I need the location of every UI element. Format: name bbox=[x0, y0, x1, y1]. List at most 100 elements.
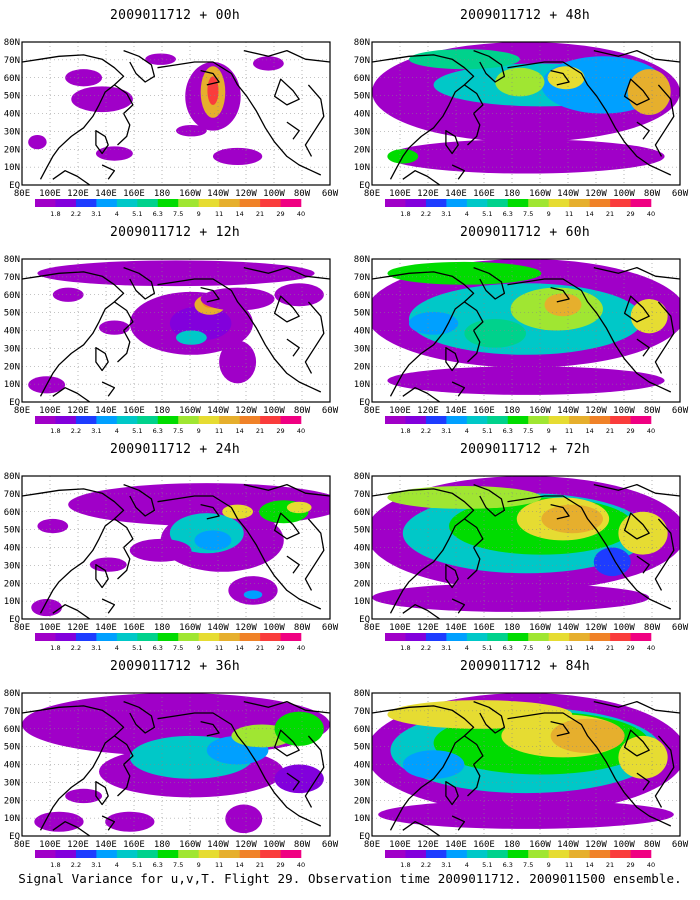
variance-field bbox=[372, 476, 680, 612]
colorbar-label: 1.8 bbox=[50, 427, 60, 435]
graticule bbox=[22, 693, 330, 836]
coastline-path bbox=[101, 381, 116, 397]
colorbar-label: 4 bbox=[115, 427, 119, 435]
coastline-path bbox=[52, 604, 91, 619]
colorbar-swatch bbox=[157, 633, 179, 641]
lat-tick-label: EQ bbox=[359, 398, 370, 408]
colorbar-swatch bbox=[589, 416, 611, 424]
lon-tick-label: 120W bbox=[235, 623, 257, 633]
colorbar-swatch bbox=[280, 850, 302, 858]
colorbar-label: 9 bbox=[547, 427, 551, 435]
lon-tick-label: 120E bbox=[67, 406, 89, 416]
lon-tick-label: 160W bbox=[529, 623, 551, 633]
colorbar-label: 29 bbox=[276, 427, 284, 435]
colorbar-label: 2.2 bbox=[421, 644, 431, 652]
colorbar-label: 21 bbox=[606, 861, 614, 869]
coastline-path bbox=[123, 700, 156, 734]
variance-contour bbox=[387, 261, 542, 285]
variance-contour bbox=[129, 538, 192, 562]
colorbar-swatch bbox=[75, 633, 97, 641]
coastline-path bbox=[101, 815, 116, 831]
colorbar-swatch bbox=[55, 850, 77, 858]
colorbar-swatch bbox=[178, 199, 199, 207]
colorbar-swatch bbox=[35, 416, 56, 424]
lon-tick-label: 120E bbox=[417, 189, 439, 199]
coastline-path bbox=[623, 78, 650, 106]
lat-tick-label: EQ bbox=[359, 832, 370, 842]
lat-tick-label: 50N bbox=[354, 309, 370, 319]
lon-tick-label: 100W bbox=[263, 189, 285, 199]
coastline-path bbox=[451, 815, 466, 831]
lon-tick-label: 100E bbox=[39, 189, 61, 199]
variance-field bbox=[372, 42, 680, 174]
lat-tick-label: 80N bbox=[354, 689, 370, 699]
lat-tick-label: 30N bbox=[354, 778, 370, 788]
coastline-path bbox=[273, 295, 300, 323]
colorbar-swatch bbox=[55, 199, 77, 207]
lat-tick-label: 10N bbox=[354, 814, 370, 824]
colorbar-swatch bbox=[630, 199, 652, 207]
coastline-path bbox=[286, 772, 300, 791]
coastline-path bbox=[473, 49, 506, 83]
colorbar: 1.8 2.2 3.1 4 5.1 6.3 7.5 9 11 14 21 29 40 bbox=[385, 850, 655, 869]
coastline-path bbox=[22, 271, 125, 397]
colorbar-label: 3.1 bbox=[91, 427, 101, 435]
lon-tick-label: 180 bbox=[504, 623, 520, 633]
variance-field bbox=[22, 693, 330, 834]
colorbar-swatch bbox=[96, 633, 118, 641]
panel-title: 2009011712 + 48h bbox=[459, 8, 591, 23]
variance-map: EQ 10N 20N 30N 40N 50N 60N 70N 80N 80E 100E 120E 140… bbox=[354, 689, 689, 869]
colorbar-label: 9 bbox=[547, 861, 551, 869]
colorbar-label: 11 bbox=[215, 427, 223, 435]
coastline-path bbox=[95, 781, 109, 806]
map-frame bbox=[371, 475, 681, 620]
colorbar-label: 7.5 bbox=[173, 644, 183, 652]
colorbar-swatch bbox=[487, 199, 509, 207]
variance-map: EQ 10N 20N 30N 40N 50N 60N 70N 80N 80E 100E 120E 140… bbox=[4, 255, 339, 435]
lon-tick-label: 140W bbox=[557, 189, 579, 199]
lat-tick-label: 30N bbox=[4, 561, 20, 571]
lon-tick-label: 120W bbox=[585, 189, 607, 199]
variance-contour bbox=[253, 56, 284, 71]
graticule bbox=[22, 42, 330, 185]
colorbar-swatch bbox=[219, 633, 240, 641]
variance-contour bbox=[219, 340, 257, 384]
coastline-path bbox=[117, 547, 131, 580]
lon-tick-label: 140E bbox=[95, 623, 117, 633]
colorbar-label: 3.1 bbox=[91, 644, 101, 652]
coastline-path bbox=[157, 278, 322, 393]
colorbar-label: 2.2 bbox=[421, 861, 431, 869]
variance-contour bbox=[387, 139, 665, 174]
lon-tick-label: 160W bbox=[179, 623, 201, 633]
graticule bbox=[372, 259, 680, 402]
coastlines bbox=[22, 483, 330, 619]
lon-tick-label: 140W bbox=[557, 406, 579, 416]
colorbar-label: 1.8 bbox=[50, 644, 60, 652]
lon-tick-label: 100E bbox=[39, 840, 61, 850]
coastline-path bbox=[636, 772, 650, 791]
colorbar-swatch bbox=[385, 199, 406, 207]
coastlines bbox=[22, 49, 330, 185]
colorbar-label: 6.3 bbox=[153, 427, 163, 435]
coastline-path bbox=[22, 54, 125, 180]
lon-tick-label: 60W bbox=[672, 840, 689, 850]
variance-field bbox=[31, 483, 330, 617]
colorbar-swatch bbox=[178, 633, 199, 641]
colorbar-label: 5.1 bbox=[132, 861, 142, 869]
coastline-path bbox=[243, 483, 330, 497]
map-panel: 2009011712 + 36h EQ 10N 20N 30N 40N 50N 60N 70N 8… bbox=[0, 651, 350, 871]
lon-tick-label: 140E bbox=[95, 840, 117, 850]
lon-tick-label: 160E bbox=[123, 840, 145, 850]
coastline-path bbox=[467, 547, 481, 580]
colorbar-swatch bbox=[528, 199, 549, 207]
lon-tick-label: 100W bbox=[613, 840, 635, 850]
lon-tick-label: 120E bbox=[417, 623, 439, 633]
coastline-path bbox=[451, 381, 466, 397]
variance-contour bbox=[207, 76, 219, 105]
variance-contour bbox=[274, 711, 324, 746]
coastline-path bbox=[636, 555, 650, 574]
colorbar-label: 3.1 bbox=[441, 427, 451, 435]
lon-tick-label: 80E bbox=[14, 406, 30, 416]
colorbar-label: 14 bbox=[235, 210, 243, 218]
colorbar-swatch bbox=[466, 850, 488, 858]
